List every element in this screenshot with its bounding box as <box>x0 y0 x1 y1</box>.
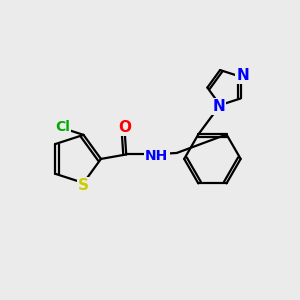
Text: S: S <box>78 178 89 193</box>
Text: O: O <box>118 120 131 135</box>
Text: N: N <box>237 68 250 83</box>
Text: N: N <box>212 99 225 114</box>
Text: Cl: Cl <box>55 119 70 134</box>
Text: NH: NH <box>145 149 169 163</box>
